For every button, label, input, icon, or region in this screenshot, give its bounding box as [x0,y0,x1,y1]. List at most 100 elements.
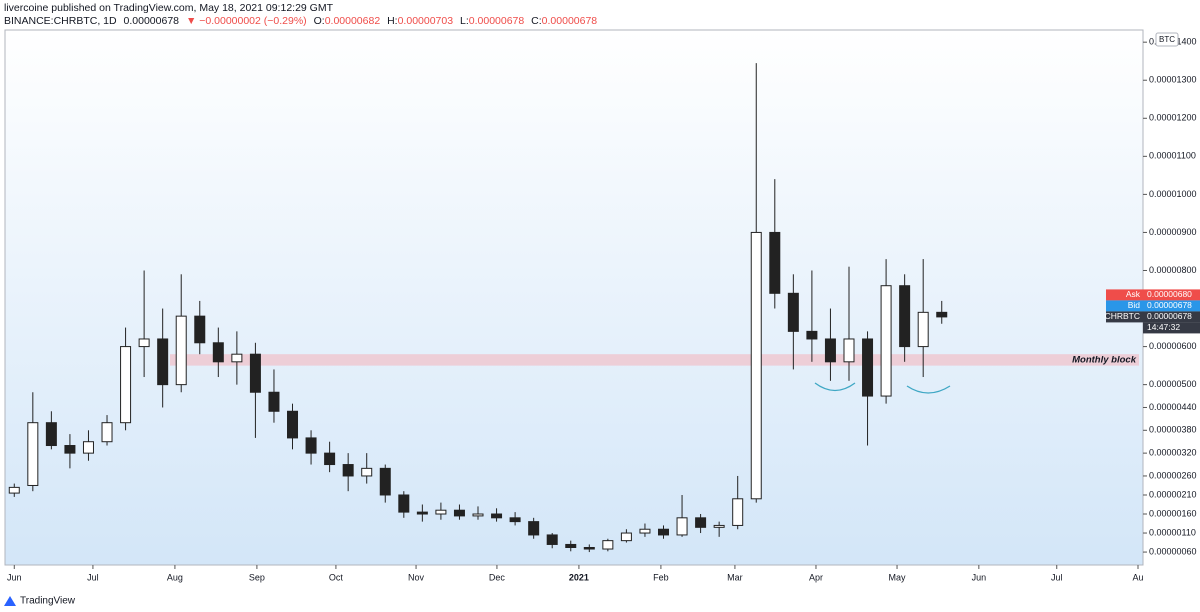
y-tick-label: 0.00000900 [1149,227,1197,237]
price-tag-name: Ask [1126,289,1141,299]
candle-body [936,311,948,318]
candle-body [305,437,317,454]
x-tick-label: May [889,572,907,582]
candle-body [880,285,892,397]
c-value: 0.00000678 [542,15,598,27]
brand: TradingView [20,596,76,607]
y-tick-label: 0.00000210 [1149,489,1197,499]
price-tag-value: 0.00000678 [1147,300,1192,310]
candle-body [157,338,169,386]
candle-body [899,285,911,348]
zone [170,354,1139,366]
candle-body [862,338,874,397]
plot-area [4,29,1144,566]
x-tick-label: Dec [489,572,506,582]
change: ▼ −0.00000002 (−0.29%) [186,15,307,27]
candle-body [769,231,781,294]
clock-tag [1143,322,1200,334]
candle-body [8,486,20,494]
currency-badge [1155,32,1179,47]
x-tick-label: Feb [653,572,669,582]
candle-body [287,410,299,439]
h-value: 0.00000703 [398,15,454,27]
candle-body [787,292,799,332]
candle-body [528,521,540,536]
candle-body [917,311,929,348]
price-tag-value: 0.00000678 [1147,311,1192,321]
price-tag [1106,311,1200,323]
l-label: L: [460,15,469,27]
logo-icon [4,596,16,606]
candle-body [379,467,391,496]
candle-body [101,422,113,443]
candle-body [45,422,57,447]
arc [814,382,856,392]
candle-body [361,467,373,477]
o-value: 0.00000682 [325,15,381,27]
x-tick-label: Jul [1051,572,1063,582]
y-tick-label: 0.00000800 [1149,265,1197,275]
candle-body [658,528,670,536]
y-tick-label: 0.00000060 [1149,546,1197,556]
y-tick-label: 0.00000500 [1149,379,1197,389]
c-label: C: [531,15,542,27]
author-line: livercoine published on TradingView.com,… [4,2,334,14]
x-tick-label: Jun [7,572,22,582]
candle-body [732,498,744,526]
candle-body [806,330,818,340]
y-tick-label: 0.00000440 [1149,402,1197,412]
candle-body [453,509,465,517]
h-label: H: [387,15,398,27]
x-tick-label: Oct [329,572,344,582]
candle-body [509,517,521,523]
candle-body [639,528,651,534]
x-tick-label: Nov [408,572,425,582]
x-tick-label: Aug [167,572,183,582]
candle-body [249,353,261,393]
y-tick-label: 0.00000600 [1149,341,1197,351]
candle-body [491,513,503,519]
x-tick-label: Jun [972,572,987,582]
y-tick-label: 0.00001000 [1149,189,1197,199]
y-tick-label: 0.00000260 [1149,470,1197,480]
y-tick-label: 0.00001300 [1149,75,1197,85]
candle-body [546,534,558,545]
y-tick-label: 0.00000160 [1149,508,1197,518]
y-tick-label: 0.00000380 [1149,425,1197,435]
candle-body [565,543,577,548]
currency: BTC [1159,35,1175,44]
candle-body [194,315,206,344]
candle-body [212,342,224,363]
x-tick-label: Sep [249,572,265,582]
candle-body [435,509,447,515]
price-tag [1106,300,1200,312]
candle-body [231,353,243,363]
candle-body [138,338,150,348]
x-tick-label: 2021 [569,572,589,582]
candle-body [342,464,354,477]
candle-body [750,231,762,500]
o-label: O: [314,15,325,27]
candle-body [416,511,428,515]
candle-body [398,494,410,513]
price-tag-value: 0.00000680 [1147,289,1192,299]
y-tick-label: 0.00000320 [1149,448,1197,458]
candle-body [602,540,614,550]
candles [8,63,948,553]
candle-body [713,524,725,528]
x-tick-label: Au [1132,572,1143,582]
l-value: 0.00000678 [469,15,525,27]
candle-body [583,546,595,550]
candle-body [676,517,688,536]
x-tick-label: Apr [809,572,823,582]
candle-body [843,338,855,363]
candle-body [824,338,836,363]
x-tick-label: Jul [87,572,99,582]
x-tick-label: Mar [727,572,743,582]
candle-body [64,445,76,454]
candle-body [268,391,280,412]
symbol: BINANCE:CHRBTC, 1D [4,15,117,27]
clock: 14:47:32 [1147,322,1180,332]
candle-body [175,315,187,386]
